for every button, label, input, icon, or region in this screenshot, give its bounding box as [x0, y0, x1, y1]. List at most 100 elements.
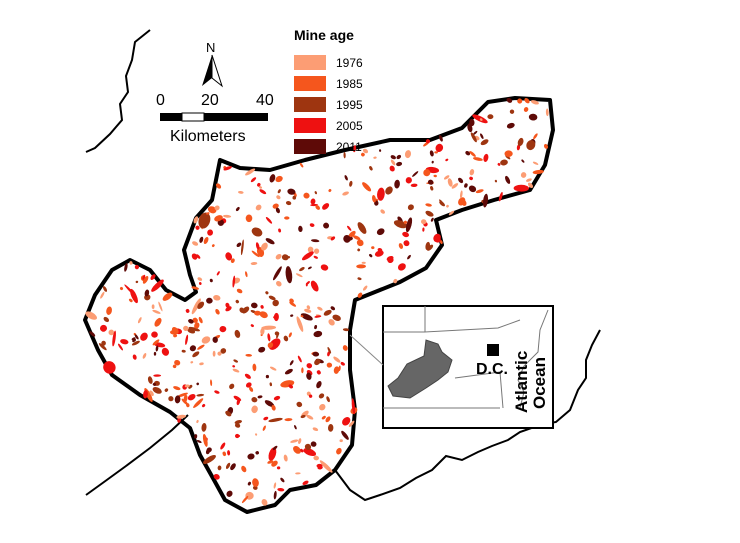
mine-patch [239, 307, 245, 313]
mine-patch [197, 277, 203, 281]
mine-patch [299, 267, 305, 272]
legend-swatch-2005 [294, 118, 326, 133]
mine-patch [472, 157, 483, 161]
neighbor-boundary-southeast [334, 329, 601, 502]
mine-patch [479, 118, 483, 121]
mine-patch [318, 393, 325, 399]
mine-patch [277, 487, 285, 492]
mine-patch [405, 177, 412, 184]
mine-patch [378, 149, 382, 152]
mine-patch [251, 250, 260, 258]
mine-patch [500, 159, 508, 166]
legend-label-1976: 1976 [336, 56, 363, 70]
mine-patch [176, 414, 187, 419]
mine-patch [290, 314, 294, 317]
neighbor-boundary-southwest [85, 414, 189, 496]
mine-patch [212, 336, 218, 343]
mine-patch [304, 308, 312, 313]
mine-patch [372, 195, 376, 203]
mine-patch [132, 338, 136, 343]
mine-patch [206, 297, 213, 304]
mine-patch [451, 183, 459, 189]
mine-patch [357, 292, 363, 298]
mine-patch [98, 343, 107, 351]
mine-patch [353, 235, 361, 240]
mine-patch [211, 244, 215, 248]
mine-patch [251, 227, 263, 237]
mine-patch [357, 277, 362, 281]
mine-patch [198, 282, 202, 285]
mine-patch-layer [85, 97, 549, 506]
mine-patch [149, 390, 154, 396]
mine-patch [281, 254, 289, 261]
mine-patch [357, 222, 367, 234]
dc-marker [487, 344, 499, 356]
mine-patch [100, 324, 107, 332]
mine-patch [348, 237, 353, 241]
mine-patch [298, 438, 302, 445]
mine-patch [143, 390, 148, 399]
mine-patch [405, 217, 413, 233]
mine-patch [269, 382, 273, 387]
mine-patch [430, 217, 434, 222]
mine-patch [137, 317, 142, 324]
mine-patch [387, 257, 394, 264]
mine-patch [120, 339, 129, 345]
mine-patch [275, 207, 280, 214]
study-area-boundary [83, 96, 555, 514]
mine-patch [263, 416, 269, 421]
mine-patch [521, 159, 525, 163]
mine-patch [396, 161, 403, 167]
mine-patch [195, 225, 200, 230]
mine-patch [412, 171, 419, 177]
mine-patch [351, 398, 356, 415]
mine-patch [131, 340, 140, 346]
mine-patch [530, 100, 539, 105]
mine-patch [302, 480, 309, 486]
mine-patch [448, 210, 455, 216]
legend-swatch-1985 [294, 76, 326, 91]
mine-patch [439, 199, 444, 205]
mine-patch [295, 472, 301, 475]
mine-patch [132, 354, 137, 360]
mine-patch [230, 258, 235, 264]
mine-patch [187, 328, 196, 334]
mine-patch [301, 367, 304, 374]
mine-patch [181, 398, 188, 405]
mine-patch [326, 362, 333, 368]
mine-patch [255, 433, 258, 436]
mine-patch [275, 175, 283, 183]
mine-patch [225, 302, 230, 309]
mine-patch [150, 274, 156, 280]
mine-patch [216, 271, 220, 276]
mine-patch [196, 419, 199, 424]
north-label: N [206, 40, 215, 55]
mine-patch [284, 216, 290, 220]
mine-patch [234, 423, 241, 428]
mine-patch [173, 386, 181, 391]
mine-patch [261, 325, 277, 330]
mine-patch [112, 330, 116, 347]
mine-patch [222, 451, 227, 457]
mine-patch [336, 447, 342, 455]
mine-patch [520, 172, 527, 178]
mine-patch [271, 404, 276, 411]
mine-patch [289, 360, 294, 366]
scale-tick-40: 40 [256, 92, 274, 109]
mine-patch [197, 344, 205, 350]
mine-patch [278, 228, 282, 233]
mine-patch [119, 286, 124, 291]
mine-patch [203, 237, 209, 244]
mine-patch [142, 274, 146, 280]
mine-patch [89, 331, 96, 337]
mine-patch [233, 359, 238, 363]
mine-patch [328, 188, 332, 193]
mine-patch [259, 189, 267, 195]
mine-patch [257, 182, 261, 187]
mine-patch [362, 182, 372, 192]
mine-patch [513, 184, 529, 192]
mine-patch [154, 317, 162, 327]
mine-patch [425, 241, 431, 251]
mine-patch [314, 358, 321, 366]
mine-patch [487, 114, 494, 120]
